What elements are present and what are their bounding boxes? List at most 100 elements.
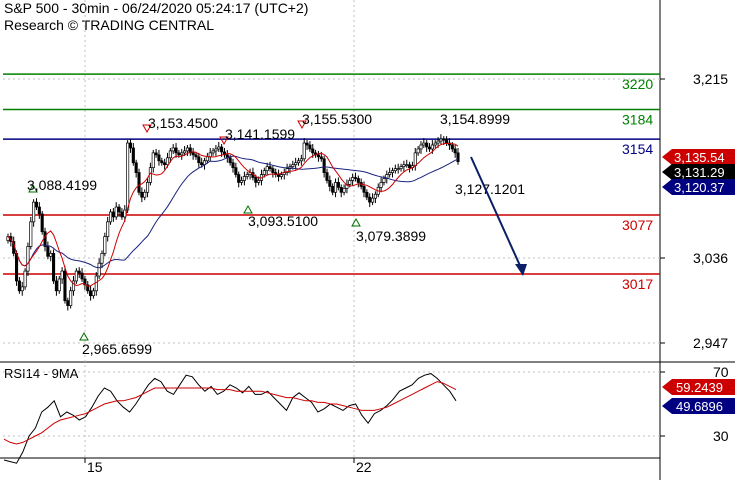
moving-average-fast xyxy=(7,142,459,287)
candle-body xyxy=(393,168,397,171)
swing-high-marker-icon xyxy=(142,124,152,134)
candle-body xyxy=(97,262,101,277)
candle-body xyxy=(60,270,64,280)
candle-body xyxy=(302,142,306,160)
rsi-tag xyxy=(662,398,735,414)
candle-body xyxy=(450,144,454,150)
candle-body xyxy=(294,162,298,166)
candle-body xyxy=(26,246,30,272)
candle-body xyxy=(339,187,343,193)
chart-subtitle: Research © TRADING CENTRAL xyxy=(4,17,214,33)
annotation-label: 2,965.6599 xyxy=(82,341,152,357)
annotation-label: 3,079.3899 xyxy=(356,228,426,244)
candle-body xyxy=(177,152,181,156)
candle-body xyxy=(222,151,227,156)
candle-body xyxy=(296,160,301,164)
candle-body xyxy=(319,156,323,160)
candle-body xyxy=(362,186,366,193)
candle-body xyxy=(32,201,36,223)
rsi-tag-label: 59.2439 xyxy=(676,380,723,395)
candle-body xyxy=(83,278,87,286)
candle-body xyxy=(371,197,375,203)
annotation-label: 3,155.5300 xyxy=(302,111,372,127)
swing-low-marker-icon xyxy=(351,217,361,227)
candle-body xyxy=(419,144,423,150)
candle-body xyxy=(328,180,332,187)
annotation-label: 3,088.4199 xyxy=(27,177,97,193)
level-label-3184: 3184 xyxy=(622,112,653,128)
candle-body xyxy=(416,148,420,154)
candle-body xyxy=(439,138,443,142)
moving-average-slow xyxy=(7,155,459,269)
candle-body xyxy=(356,178,360,183)
candle-body xyxy=(111,211,115,218)
candle-body xyxy=(279,174,283,177)
candle-body xyxy=(291,164,295,168)
candle-body xyxy=(422,142,426,146)
candle-body xyxy=(194,154,198,158)
level-label-3077: 3077 xyxy=(622,217,653,233)
candle-body xyxy=(433,142,437,146)
candle-body xyxy=(245,174,249,177)
candle-body xyxy=(285,168,289,173)
candle-body xyxy=(220,146,224,153)
candle-body xyxy=(108,211,113,223)
candle-body xyxy=(456,152,460,163)
candle-body xyxy=(257,180,261,183)
annotation-label: 3,093.5100 xyxy=(248,213,318,229)
candle-body xyxy=(128,142,133,149)
price-tag xyxy=(662,149,735,165)
level-label-3017: 3017 xyxy=(622,276,653,292)
time-tick-label: 15 xyxy=(87,459,103,475)
candle-body xyxy=(373,193,377,199)
candle-body xyxy=(408,164,412,169)
candle-body xyxy=(442,138,446,141)
price-tick-label: 2,947 xyxy=(693,335,728,351)
candle-body xyxy=(100,253,104,264)
candle-body xyxy=(197,156,201,164)
price-tag-label: 3,135.54 xyxy=(674,150,725,165)
candle-body xyxy=(445,139,449,144)
candle-body xyxy=(262,170,266,175)
price-tick-label: 3,036 xyxy=(693,250,728,266)
candle-body xyxy=(157,154,161,162)
annotation-label: 3,154.8999 xyxy=(440,111,510,127)
candle-body xyxy=(311,148,315,154)
candle-body xyxy=(368,196,372,203)
candle-body xyxy=(200,162,204,166)
candle-body xyxy=(211,150,215,154)
candle-body xyxy=(23,270,27,288)
candle-body xyxy=(80,272,84,280)
candle-body xyxy=(174,147,178,154)
candle-body xyxy=(71,280,76,292)
candle-body xyxy=(388,172,392,175)
price-tag xyxy=(662,179,735,195)
candle-body xyxy=(37,206,41,215)
candle-body xyxy=(351,177,355,181)
candle-body xyxy=(399,166,403,169)
candle-body xyxy=(140,191,144,198)
candle-body xyxy=(40,213,44,233)
candle-body xyxy=(254,177,258,183)
candle-body xyxy=(46,246,50,257)
annotation-label: 3,141.1599 xyxy=(225,126,295,142)
candle-body xyxy=(379,182,383,188)
candle-body xyxy=(436,140,440,144)
candle-body xyxy=(160,160,164,164)
candle-body xyxy=(185,147,189,152)
swing-low-marker-icon xyxy=(28,183,38,193)
candle-body xyxy=(77,270,81,274)
candle-body xyxy=(154,152,158,156)
forecast-arrow-icon xyxy=(470,156,523,271)
time-tick-label: 22 xyxy=(356,459,372,475)
candle-body xyxy=(134,162,138,173)
candle-body xyxy=(74,270,78,282)
price-tag xyxy=(662,164,735,180)
candle-body xyxy=(402,164,406,168)
candle-body xyxy=(396,168,400,170)
candle-body xyxy=(427,146,432,150)
candle-body xyxy=(231,162,235,169)
rsi-panel-title: RSI14 - 9MA xyxy=(4,366,79,381)
candle-body xyxy=(54,280,58,292)
candle-body xyxy=(137,172,141,193)
